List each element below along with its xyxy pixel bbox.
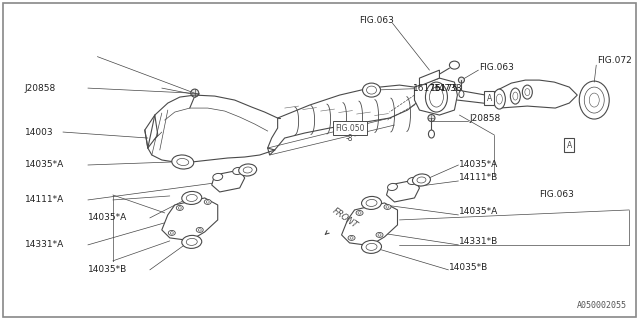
Ellipse shape (497, 94, 502, 104)
Text: FRONT: FRONT (325, 206, 359, 235)
Polygon shape (162, 198, 218, 240)
Ellipse shape (413, 174, 431, 186)
Ellipse shape (378, 234, 381, 236)
Text: 16175: 16175 (413, 84, 442, 92)
Ellipse shape (362, 83, 381, 97)
Ellipse shape (172, 155, 194, 169)
Polygon shape (492, 80, 577, 108)
Text: -8: -8 (346, 133, 353, 142)
Ellipse shape (204, 199, 211, 204)
Text: FIG.063: FIG.063 (479, 63, 515, 72)
Ellipse shape (584, 87, 604, 113)
Text: A050002055: A050002055 (577, 301, 627, 310)
Ellipse shape (429, 87, 444, 107)
Ellipse shape (186, 238, 197, 245)
Ellipse shape (191, 89, 199, 97)
Ellipse shape (417, 177, 426, 183)
Text: 14035*A: 14035*A (25, 161, 64, 170)
Polygon shape (415, 78, 458, 115)
Text: J20858: J20858 (469, 114, 500, 123)
Ellipse shape (579, 81, 609, 119)
Ellipse shape (182, 236, 202, 248)
Ellipse shape (522, 85, 532, 99)
Polygon shape (419, 70, 440, 86)
Text: FIG.050: FIG.050 (335, 124, 364, 132)
Ellipse shape (384, 204, 391, 209)
Polygon shape (145, 115, 158, 148)
Text: 14035*A: 14035*A (460, 207, 499, 216)
Ellipse shape (212, 173, 223, 180)
Ellipse shape (196, 228, 204, 232)
Text: J20858: J20858 (25, 84, 56, 92)
Ellipse shape (168, 230, 175, 236)
Text: FIG.072: FIG.072 (597, 56, 632, 65)
Text: 14331*A: 14331*A (25, 240, 64, 249)
Text: 14035*B: 14035*B (88, 265, 127, 274)
Ellipse shape (179, 207, 181, 209)
Polygon shape (212, 170, 244, 192)
Ellipse shape (493, 89, 506, 109)
Ellipse shape (233, 167, 243, 174)
Ellipse shape (198, 229, 201, 231)
Ellipse shape (358, 212, 361, 214)
Text: FIG.063: FIG.063 (540, 190, 574, 199)
Text: 14035*A: 14035*A (88, 213, 127, 222)
Ellipse shape (426, 82, 447, 112)
Ellipse shape (428, 115, 435, 122)
Ellipse shape (350, 237, 353, 239)
Text: 14111*A: 14111*A (25, 196, 64, 204)
Polygon shape (342, 203, 397, 245)
Ellipse shape (513, 92, 518, 100)
Ellipse shape (243, 167, 252, 173)
Ellipse shape (428, 130, 435, 138)
Ellipse shape (186, 195, 197, 202)
Text: 14035*B: 14035*B (449, 263, 489, 272)
Ellipse shape (388, 183, 397, 190)
Text: FIG.063: FIG.063 (360, 16, 394, 25)
Text: A: A (487, 93, 492, 103)
Ellipse shape (367, 86, 376, 94)
Ellipse shape (459, 91, 464, 98)
Ellipse shape (362, 240, 381, 253)
Text: A: A (566, 140, 572, 149)
Ellipse shape (206, 201, 209, 203)
Ellipse shape (356, 211, 363, 215)
Ellipse shape (366, 244, 377, 250)
Ellipse shape (449, 61, 460, 69)
Text: 14003: 14003 (25, 128, 54, 137)
Ellipse shape (525, 89, 530, 96)
Ellipse shape (408, 177, 417, 185)
Text: 14035*A: 14035*A (460, 161, 499, 170)
Polygon shape (268, 85, 419, 155)
Ellipse shape (510, 88, 520, 104)
Ellipse shape (177, 158, 189, 165)
Ellipse shape (458, 77, 465, 83)
Text: 14331*B: 14331*B (460, 237, 499, 246)
Ellipse shape (366, 199, 377, 206)
Ellipse shape (170, 232, 173, 234)
Polygon shape (387, 180, 419, 202)
Ellipse shape (589, 93, 599, 107)
Ellipse shape (182, 191, 202, 204)
Ellipse shape (239, 164, 257, 176)
Text: 14738: 14738 (435, 84, 463, 92)
Ellipse shape (376, 232, 383, 237)
Ellipse shape (348, 236, 355, 240)
Ellipse shape (386, 206, 389, 208)
Ellipse shape (362, 196, 381, 210)
Ellipse shape (176, 205, 183, 211)
Text: 14111*B: 14111*B (460, 173, 499, 182)
Text: 16175: 16175 (429, 84, 458, 92)
